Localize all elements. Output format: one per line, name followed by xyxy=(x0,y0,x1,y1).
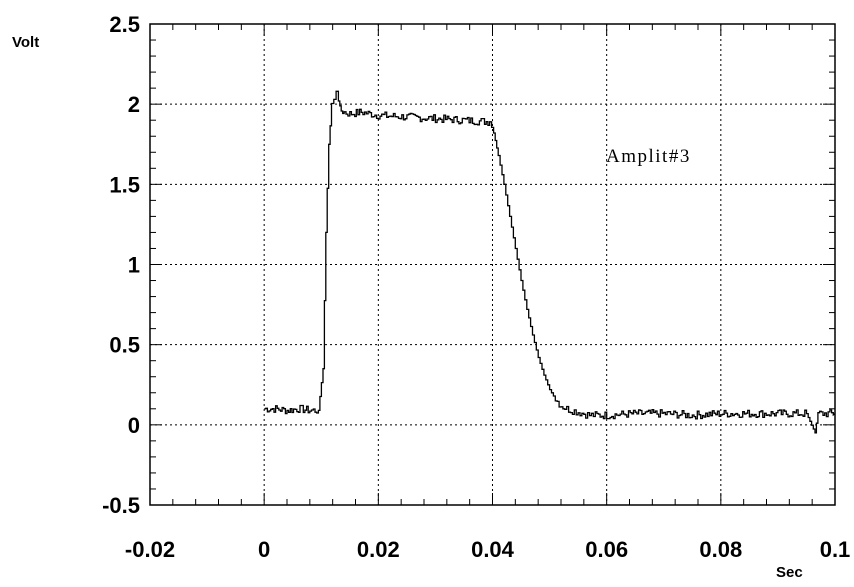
x-tick-label: 0.06 xyxy=(585,537,628,562)
x-tick-label: 0.1 xyxy=(820,537,851,562)
x-tick-label: -0.02 xyxy=(125,537,175,562)
x-tick-label: 0.08 xyxy=(699,537,742,562)
label-layer: -0.02 0 0.02 0.04 0.06 0.08 0.1 -0.5 0 0.5 1 1.5 2 2.… xyxy=(102,12,850,562)
chart-annotation: Amplit#3 xyxy=(606,146,691,167)
y-tick-label: 2.5 xyxy=(109,12,140,37)
x-tick-label: 0 xyxy=(258,537,270,562)
x-tick-label: 0.02 xyxy=(357,537,400,562)
y-tick-label: 0.5 xyxy=(109,333,140,358)
y-tick-label: 2 xyxy=(128,92,140,117)
series-layer xyxy=(264,90,836,434)
y-tick-label: -0.5 xyxy=(102,493,140,518)
grid-layer xyxy=(150,24,835,505)
y-tick-label: 1 xyxy=(128,253,140,278)
y-tick-label: 0 xyxy=(128,413,140,438)
x-tick-label: 0.04 xyxy=(471,537,515,562)
series-line xyxy=(264,90,836,434)
y-tick-label: 1.5 xyxy=(109,172,140,197)
tick-layer xyxy=(149,23,836,506)
x-axis-unit: Sec xyxy=(776,564,803,581)
plot-frame xyxy=(149,23,836,506)
y-axis-unit: Volt xyxy=(12,34,39,51)
